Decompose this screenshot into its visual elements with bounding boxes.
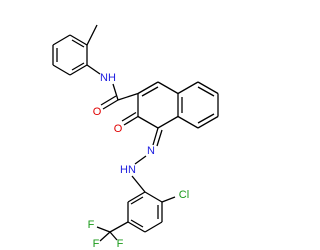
- bond: [161, 196, 176, 203]
- bond: [157, 115, 179, 129]
- bond: [197, 113, 215, 124]
- bond: [157, 81, 179, 95]
- bond: [69, 34, 88, 46]
- bond: [197, 115, 219, 129]
- bond: [102, 99, 119, 110]
- bond: [109, 231, 118, 241]
- bond: [127, 191, 146, 203]
- bond: [137, 115, 159, 129]
- bond: [71, 62, 85, 71]
- bond: [144, 191, 163, 203]
- bond: [127, 221, 146, 233]
- bond: [52, 64, 71, 76]
- atom-label: Cl: [179, 189, 189, 201]
- bond: [177, 81, 199, 95]
- bond: [52, 34, 71, 46]
- atom-label: F: [93, 238, 100, 250]
- bond: [144, 221, 163, 233]
- bond: [197, 81, 219, 95]
- molecule-diagram: NH O O N HN Cl F F F: [52, 24, 219, 250]
- bond: [96, 226, 111, 233]
- atom-label: O: [114, 123, 123, 135]
- bonds: [52, 24, 219, 242]
- bond: [156, 129, 163, 147]
- bond: [197, 86, 215, 97]
- atom-label: NH: [100, 72, 116, 84]
- atom-label: F: [88, 219, 95, 231]
- bond: [177, 115, 199, 129]
- bond: [152, 127, 159, 146]
- bond: [112, 83, 119, 101]
- bond: [86, 64, 101, 75]
- bond: [131, 175, 146, 193]
- atom-label: N: [147, 145, 155, 157]
- atom-label: F: [117, 238, 124, 250]
- bond: [130, 196, 144, 205]
- atom-label: O: [93, 106, 102, 118]
- bond: [86, 24, 98, 46]
- bond: [71, 39, 85, 48]
- bond: [99, 231, 111, 242]
- bond: [100, 95, 117, 106]
- bond: [109, 221, 129, 233]
- atom-label: HN: [120, 164, 136, 176]
- bond: [141, 86, 159, 97]
- bond: [137, 81, 159, 95]
- bond: [123, 115, 139, 126]
- bond: [130, 219, 144, 228]
- bond: [134, 155, 147, 165]
- bond: [69, 64, 88, 76]
- bond: [117, 92, 139, 101]
- bond: [121, 111, 137, 122]
